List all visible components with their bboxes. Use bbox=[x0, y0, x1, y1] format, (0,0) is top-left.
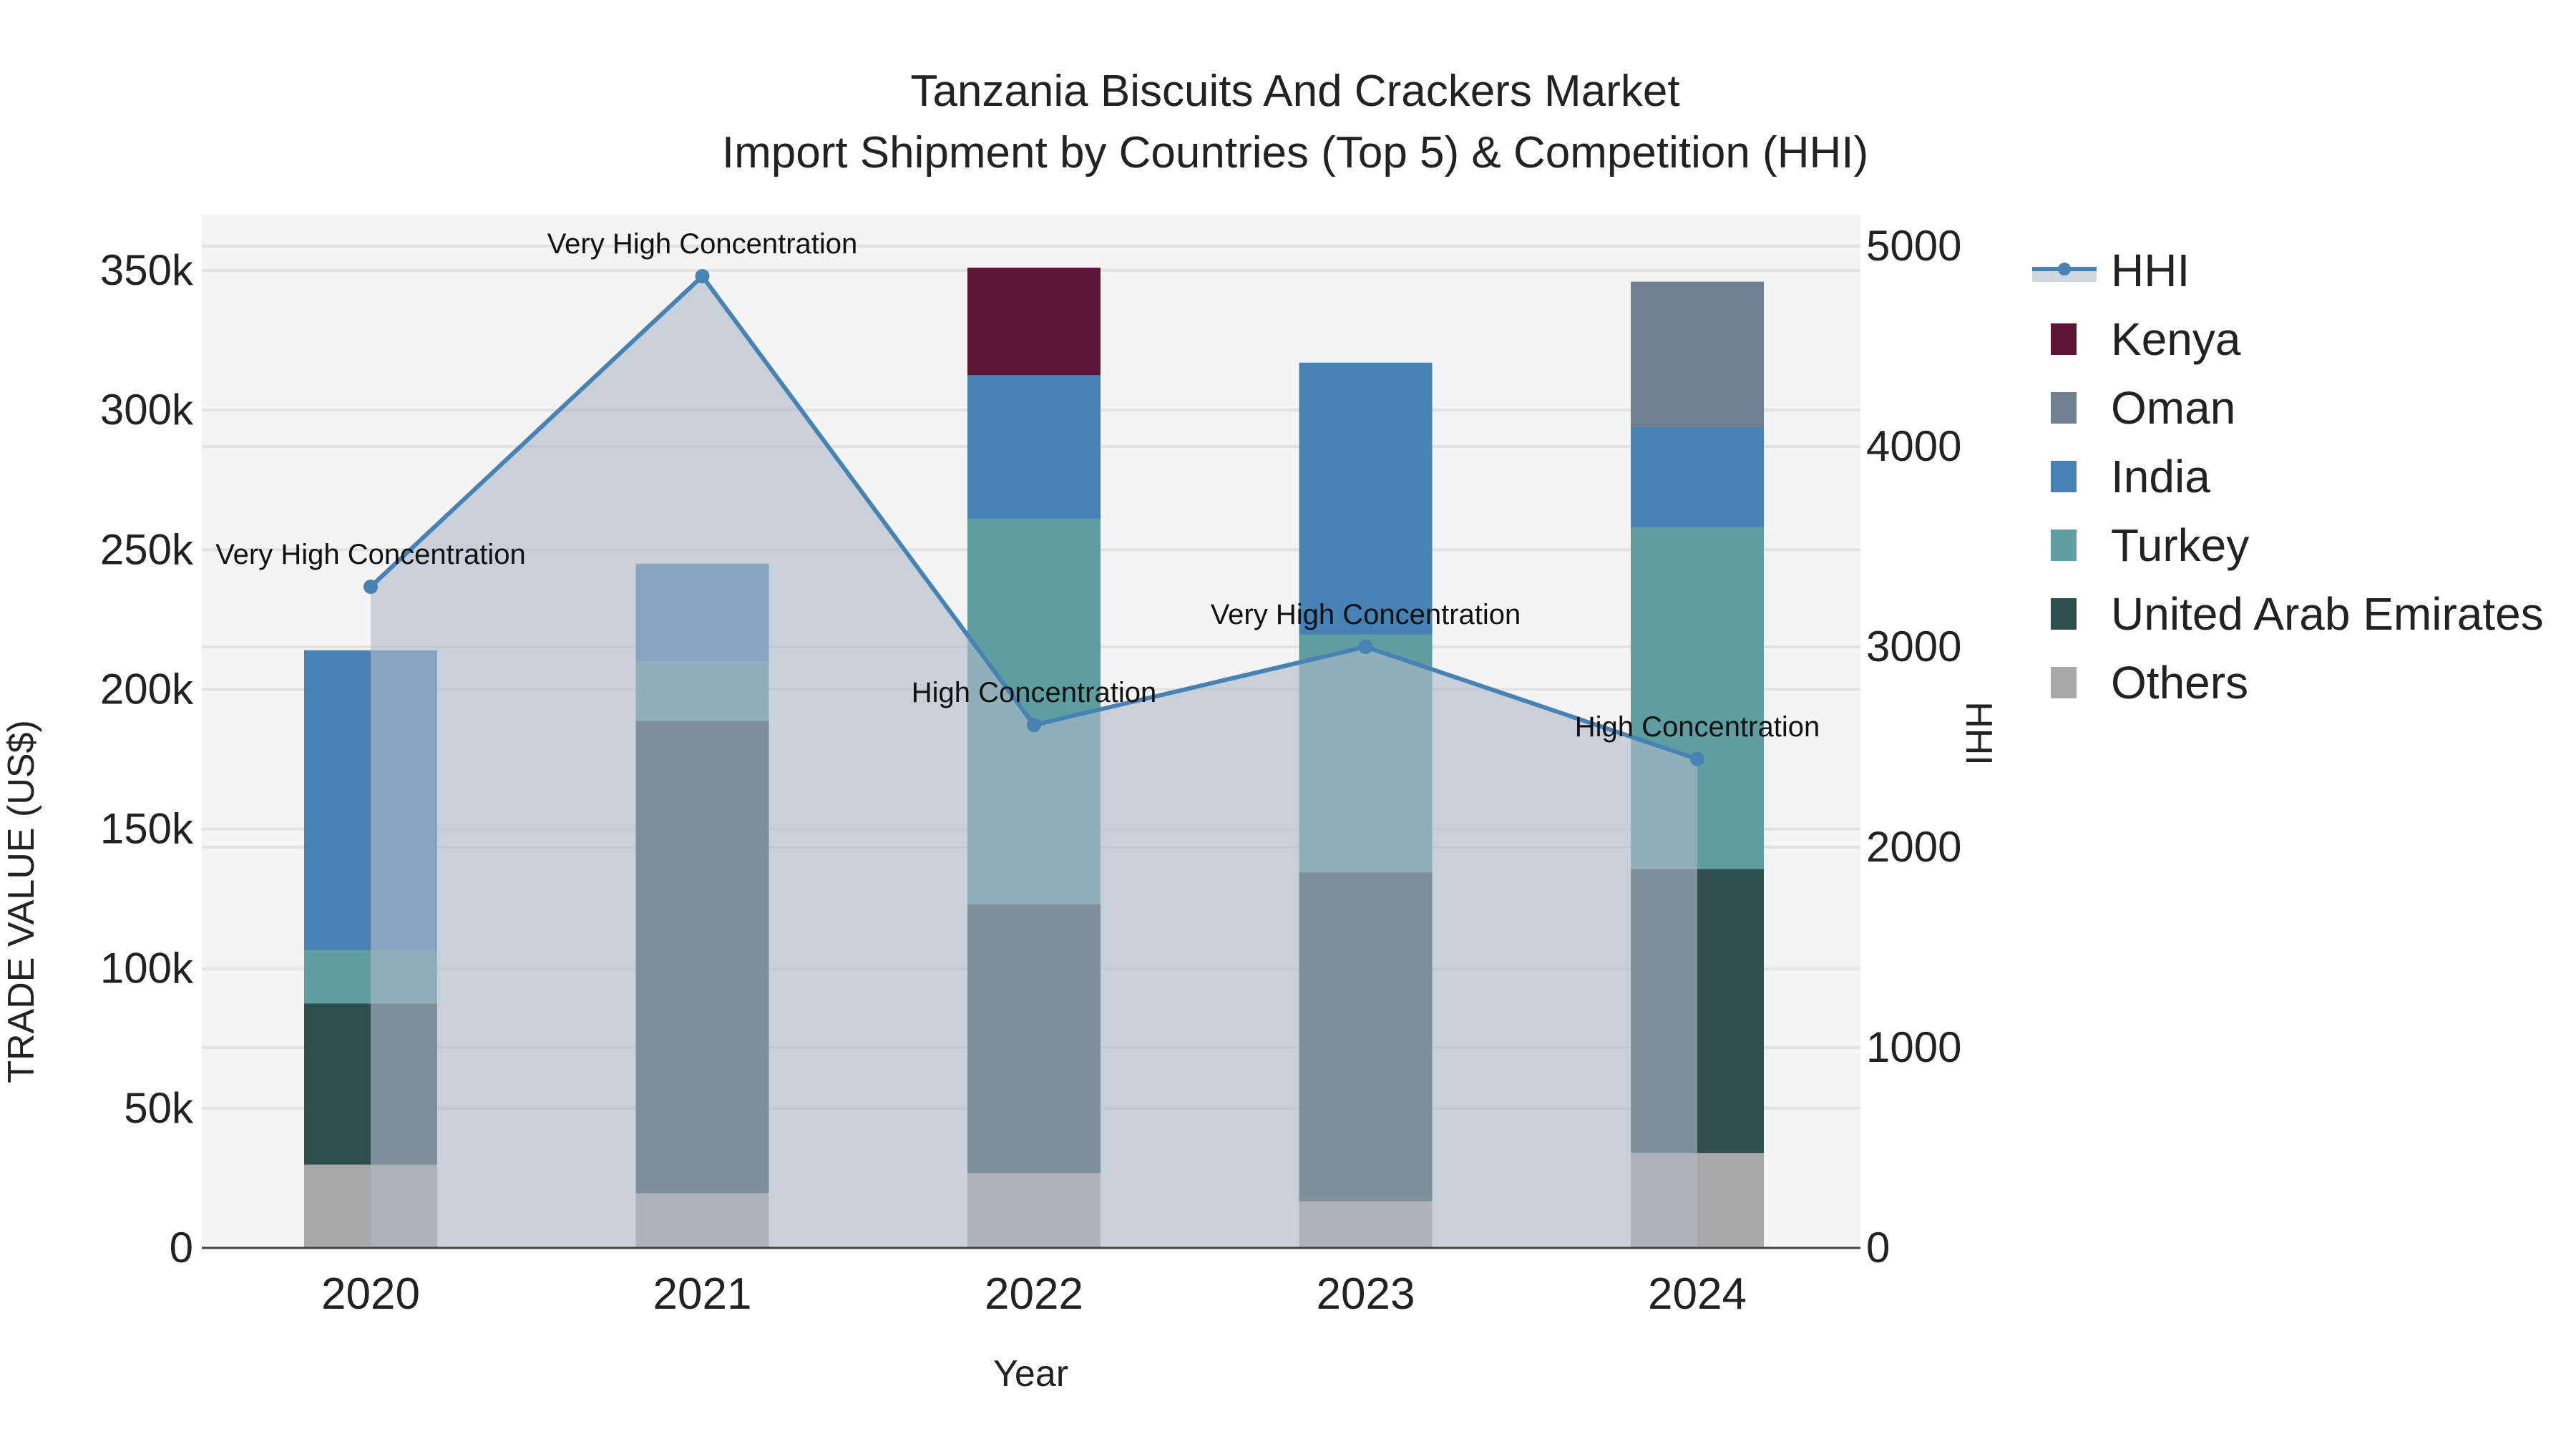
y-right-tick-label: 4000 bbox=[1866, 422, 1961, 470]
y-left-axis-title: TRADE VALUE (US$) bbox=[1, 720, 42, 1083]
legend-label: HHI bbox=[2111, 245, 2190, 296]
legend-item-turkey[interactable]: Turkey bbox=[2032, 511, 2544, 580]
legend-swatch-icon bbox=[2051, 598, 2077, 630]
x-axis-title: Year bbox=[993, 1353, 1069, 1395]
x-tick-label: 2024 bbox=[1648, 1269, 1747, 1319]
y-left-tick-label: 150k bbox=[100, 805, 194, 853]
legend-item-hhi[interactable]: HHI bbox=[2032, 236, 2544, 305]
y-left-tick-label: 250k bbox=[100, 525, 194, 573]
legend-item-india[interactable]: India bbox=[2032, 442, 2544, 511]
legend-swatch-icon bbox=[2051, 461, 2077, 492]
y-left-tick-label: 350k bbox=[100, 246, 194, 294]
hhi-marker[interactable] bbox=[695, 269, 710, 283]
y-right-tick-label: 5000 bbox=[1866, 222, 1961, 270]
y-left-tick-label: 50k bbox=[124, 1084, 194, 1132]
hhi-annotation: Very High Concentration bbox=[547, 228, 858, 260]
legend-label: Kenya bbox=[2111, 313, 2241, 365]
hhi-marker[interactable] bbox=[1690, 751, 1704, 766]
y-right-tick-label: 2000 bbox=[1866, 823, 1961, 871]
legend-item-oman[interactable]: Oman bbox=[2032, 374, 2544, 442]
legend-swatch-icon bbox=[2051, 323, 2077, 355]
y-left-tick-label: 300k bbox=[100, 386, 194, 434]
legend-item-united-arab-emirates[interactable]: United Arab Emirates bbox=[2032, 580, 2544, 648]
y-left-tick-label: 100k bbox=[100, 945, 194, 992]
chart-title-line2: Import Shipment by Countries (Top 5) & C… bbox=[721, 128, 1869, 177]
bar-segment bbox=[1299, 362, 1433, 635]
hhi-annotation: Very High Concentration bbox=[1211, 599, 1521, 630]
hhi-annotation: High Concentration bbox=[1575, 711, 1820, 743]
legend-swatch-icon bbox=[2051, 392, 2077, 424]
legend-label: Turkey bbox=[2111, 519, 2250, 571]
bar-segment bbox=[967, 375, 1101, 519]
y-right-tick-label: 1000 bbox=[1866, 1023, 1961, 1071]
bar-segment bbox=[1631, 426, 1764, 528]
y-left-tick-label: 200k bbox=[100, 665, 194, 713]
x-tick-label: 2020 bbox=[321, 1269, 420, 1319]
bar-segment bbox=[967, 268, 1101, 376]
legend-swatch-icon bbox=[2051, 667, 2077, 698]
legend: HHI Kenya Oman India Turkey United Arab Emira… bbox=[2032, 236, 2544, 717]
hhi-area-fill bbox=[371, 276, 1697, 1248]
hhi-marker[interactable] bbox=[1027, 718, 1041, 733]
legend-item-kenya[interactable]: Kenya bbox=[2032, 305, 2544, 374]
hhi-annotation: High Concentration bbox=[912, 677, 1156, 708]
y-left-tick-label: 0 bbox=[170, 1224, 193, 1272]
hhi-marker[interactable] bbox=[364, 580, 378, 594]
legend-line-icon bbox=[2032, 258, 2097, 283]
x-tick-label: 2022 bbox=[985, 1269, 1083, 1319]
chart-title-line1: Tanzania Biscuits And Crackers Market bbox=[910, 67, 1680, 116]
legend-label: Others bbox=[2111, 657, 2249, 708]
legend-label: United Arab Emirates bbox=[2111, 588, 2544, 640]
y-right-tick-label: 3000 bbox=[1866, 623, 1961, 670]
x-tick-label: 2023 bbox=[1317, 1269, 1415, 1319]
bar-segment bbox=[1631, 281, 1764, 427]
legend-label: India bbox=[2111, 451, 2210, 502]
legend-label: Oman bbox=[2111, 382, 2236, 434]
y-right-axis-title: HHI bbox=[1957, 701, 1999, 766]
x-tick-label: 2021 bbox=[653, 1269, 752, 1319]
y-right-tick-label: 0 bbox=[1866, 1224, 1890, 1272]
legend-item-others[interactable]: Others bbox=[2032, 648, 2544, 717]
legend-swatch-icon bbox=[2051, 530, 2077, 561]
hhi-marker[interactable] bbox=[1358, 640, 1373, 654]
hhi-annotation: Very High Concentration bbox=[215, 539, 526, 570]
